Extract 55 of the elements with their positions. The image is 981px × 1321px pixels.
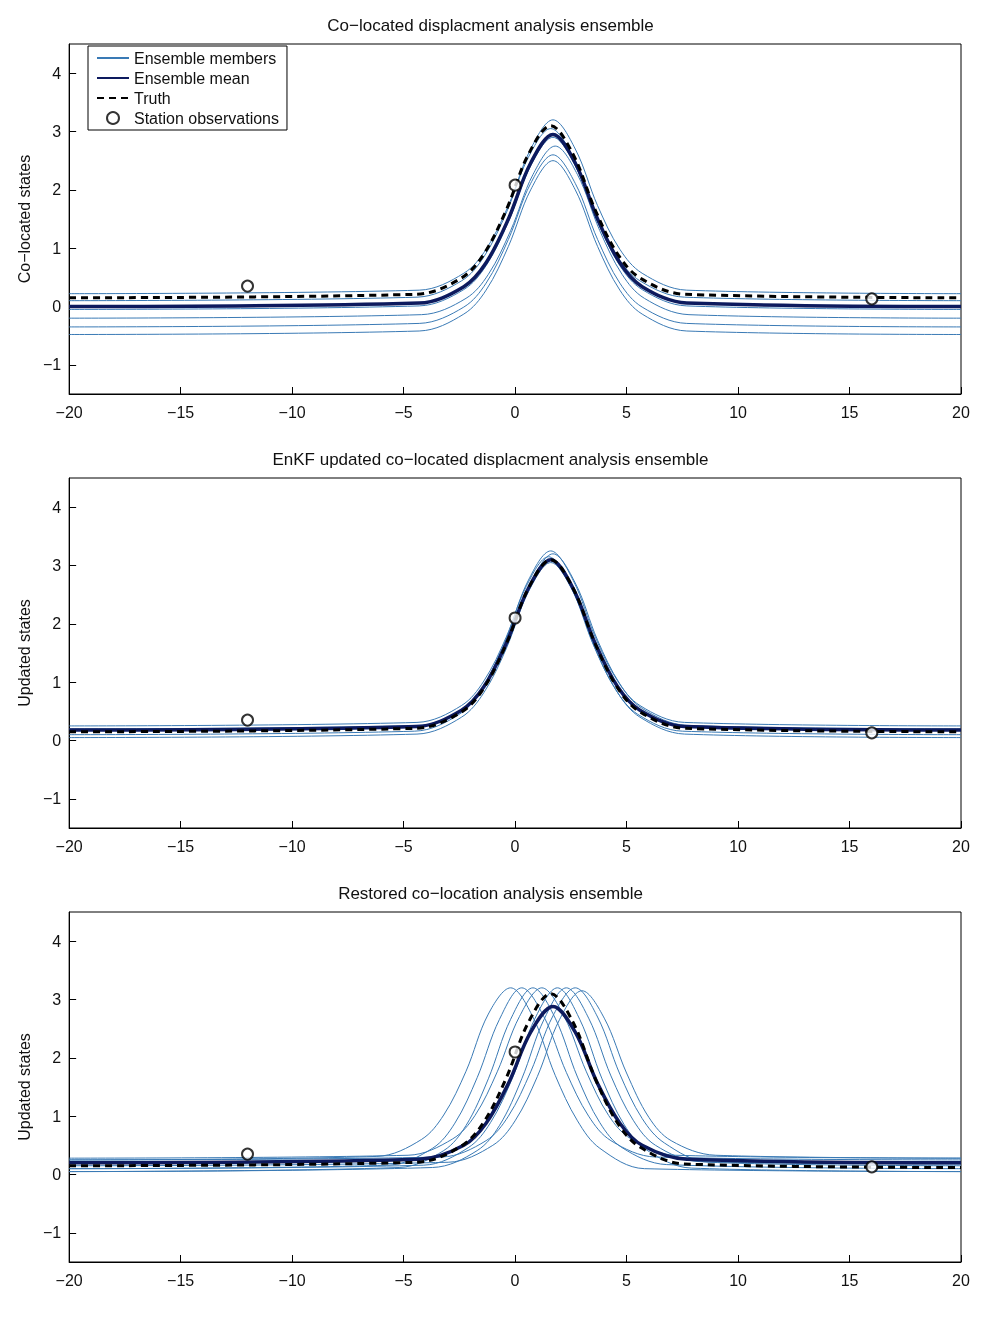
y-tick-label: 4: [52, 932, 62, 950]
y-tick-label: 0: [52, 1166, 62, 1183]
x-tick-label: −5: [394, 837, 413, 855]
x-tick-label: −10: [278, 837, 306, 855]
y-tick-label: 4: [52, 498, 62, 516]
chart-title: EnKF updated co−located displacment analysis ensemble: [272, 450, 709, 469]
x-tick-label: 15: [840, 403, 859, 421]
y-tick-label: 2: [52, 1049, 62, 1067]
legend-label: Ensemble members: [134, 49, 277, 67]
x-tick-label: 20: [952, 1271, 970, 1289]
x-tick-label: −5: [394, 403, 413, 421]
x-tick-label: 0: [510, 1271, 520, 1289]
y-axis-title: Co−located states: [15, 154, 33, 284]
legend-label: Station observations: [134, 109, 279, 127]
chart-title: Co−located displacment analysis ensemble: [327, 16, 654, 35]
x-tick-label: 15: [840, 1271, 859, 1289]
legend-label: Ensemble mean: [134, 69, 250, 87]
y-tick-label: 3: [52, 991, 62, 1008]
y-tick-label: 1: [52, 239, 62, 257]
y-tick-label: −1: [42, 1224, 62, 1242]
x-tick-label: 5: [622, 403, 632, 421]
x-tick-label: −15: [167, 403, 195, 421]
x-tick-label: 5: [622, 837, 632, 855]
x-tick-label: −20: [55, 1271, 83, 1289]
y-tick-label: −1: [42, 790, 62, 808]
x-tick-label: −10: [278, 1271, 306, 1289]
x-tick-label: −5: [394, 1271, 413, 1289]
y-tick-label: 3: [52, 557, 62, 574]
x-tick-label: 15: [840, 837, 859, 855]
x-tick-label: −15: [167, 1271, 195, 1289]
y-tick-label: 3: [52, 123, 62, 140]
x-tick-label: 5: [622, 1271, 632, 1289]
y-tick-label: 0: [52, 298, 62, 315]
y-tick-label: 1: [52, 673, 62, 691]
x-tick-label: −15: [167, 837, 195, 855]
x-tick-label: 10: [729, 837, 748, 855]
y-tick-label: 0: [52, 732, 62, 749]
y-tick-label: 2: [52, 181, 62, 199]
x-tick-label: 20: [952, 403, 970, 421]
x-tick-label: −10: [278, 403, 306, 421]
chart-title: Restored co−location analysis ensemble: [338, 884, 643, 903]
x-tick-label: 10: [729, 1271, 748, 1289]
x-tick-label: 0: [510, 403, 520, 421]
x-tick-label: 10: [729, 403, 748, 421]
x-tick-label: 20: [952, 837, 970, 855]
y-axis-title: Updated states: [15, 599, 33, 707]
x-tick-label: −20: [55, 837, 83, 855]
y-tick-label: 2: [52, 615, 62, 633]
y-tick-label: −1: [42, 356, 62, 374]
y-tick-label: 4: [52, 64, 62, 82]
x-tick-label: 0: [510, 837, 520, 855]
legend-label: Truth: [134, 89, 171, 107]
y-tick-label: 1: [52, 1107, 62, 1125]
y-axis-title: Updated states: [15, 1033, 33, 1141]
x-tick-label: −20: [55, 403, 83, 421]
